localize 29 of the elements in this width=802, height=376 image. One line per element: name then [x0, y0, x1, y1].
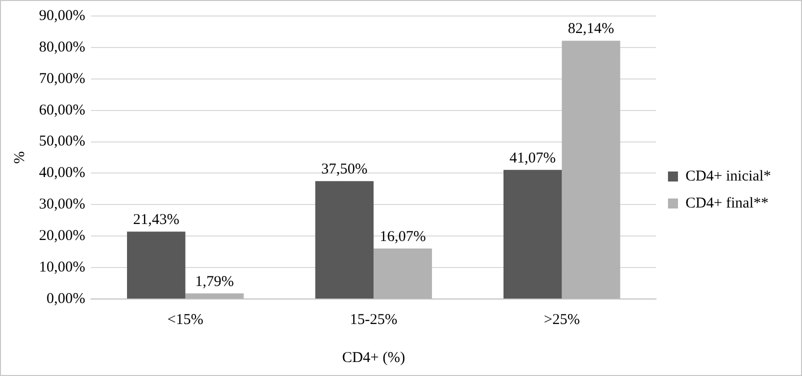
- x-tick-label: 15-25%: [350, 312, 398, 328]
- bar: [374, 248, 432, 298]
- data-label: 1,79%: [195, 274, 234, 290]
- data-label: 37,50%: [321, 162, 368, 178]
- bar: [315, 181, 374, 298]
- data-label: 41,07%: [510, 150, 556, 166]
- data-label: 21,43%: [133, 212, 180, 228]
- y-tick-label: 50,00%: [38, 134, 86, 150]
- bar: [562, 40, 620, 298]
- y-tick-label: 40,00%: [38, 165, 86, 182]
- legend-label: CD4+ final**: [685, 195, 769, 212]
- y-tick-label: 90,00%: [38, 8, 86, 24]
- y-tick-label: 10,00%: [38, 259, 86, 276]
- x-tick-label: <15%: [167, 312, 204, 328]
- y-axis-title: %: [12, 151, 28, 164]
- x-tick-label: >25%: [544, 312, 580, 328]
- y-tick-label: 20,00%: [38, 228, 86, 244]
- x-axis-title: CD4+ (%): [342, 350, 406, 366]
- bar: [185, 293, 244, 298]
- legend-label: CD4+ inicial*: [685, 168, 772, 184]
- y-tick-label: 60,00%: [38, 102, 86, 118]
- data-label: 82,14%: [568, 21, 614, 38]
- y-tick-label: 0,00%: [46, 290, 86, 307]
- bar: [503, 170, 562, 298]
- y-tick-label: 80,00%: [38, 39, 86, 56]
- y-tick-label: 30,00%: [38, 196, 86, 213]
- bar: [127, 232, 186, 298]
- y-tick-label: 70,00%: [38, 70, 86, 87]
- data-label: 16,07%: [380, 228, 426, 245]
